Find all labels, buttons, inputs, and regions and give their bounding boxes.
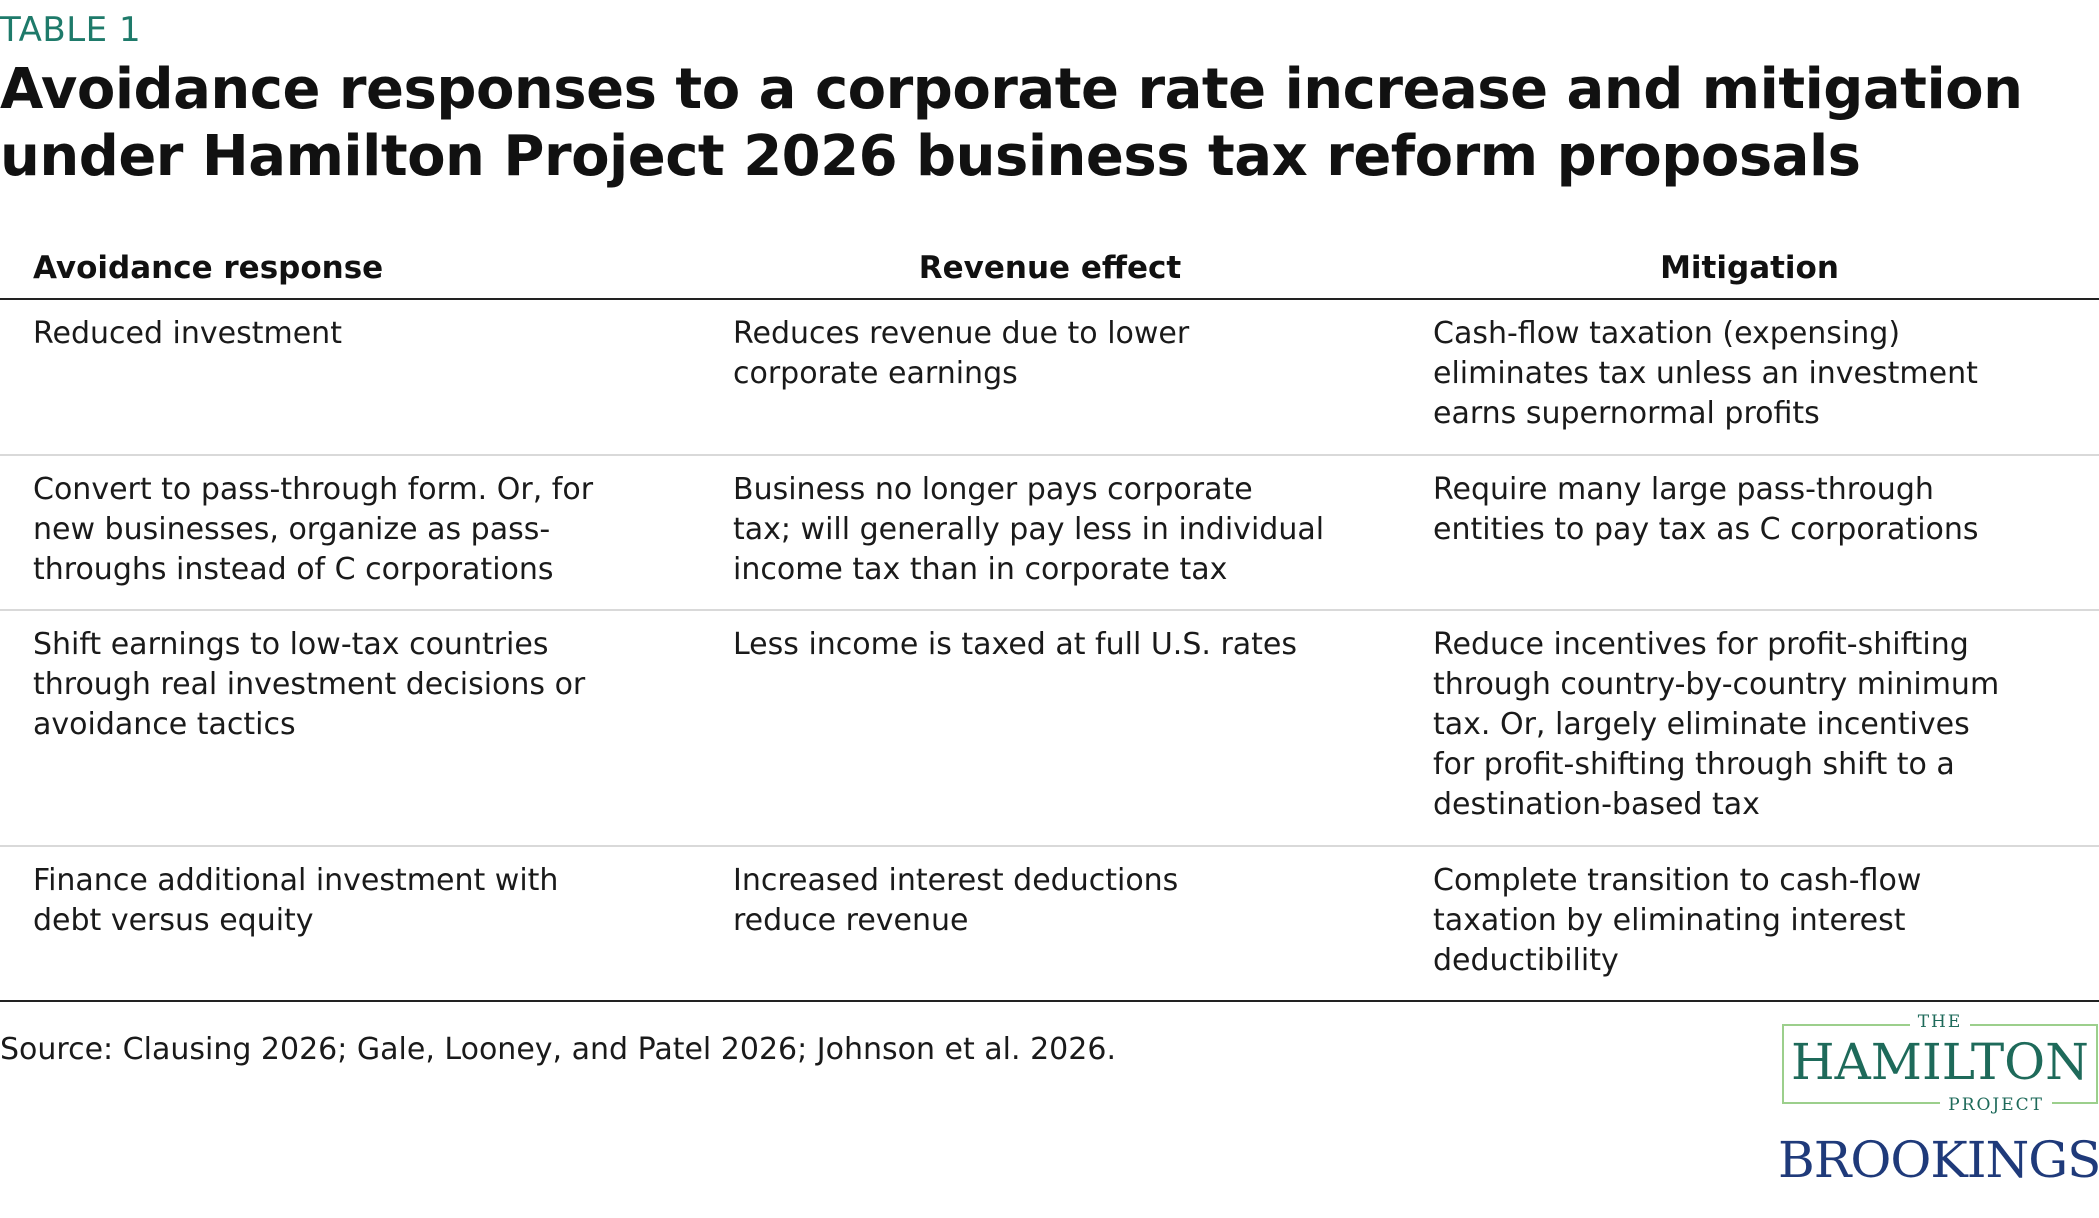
cell-avoidance-response: Reduced investment (33, 316, 342, 351)
page-title: Avoidance responses to a corporate rate … (0, 57, 2023, 189)
cell-avoidance-response: Finance additional investment with debt … (33, 863, 559, 938)
cell-mitigation: Reduce incentives for profit-shifting th… (1433, 627, 2000, 822)
cell-avoidance-response: Shift earnings to low-tax countries thro… (33, 627, 586, 742)
table-row: Convert to pass-through form. Or, for ne… (0, 456, 2099, 611)
logo-project: PROJECT (1784, 1095, 2096, 1115)
column-header-revenue-effect: Revenue effect (918, 250, 1182, 286)
table-row: Finance additional investment with debt … (0, 847, 2099, 1002)
cell-mitigation: Require many large pass-through entities… (1433, 472, 1979, 547)
logo-the: THE (1784, 1012, 2096, 1032)
cell-mitigation: Cash-flow taxation (expensing) eliminate… (1433, 316, 1978, 431)
hamilton-project-logo: THE HAMILTON PROJECT (1782, 1012, 2098, 1115)
cell-revenue-effect: Less income is taxed at full U.S. rates (733, 627, 1298, 662)
data-table: Avoidance response Revenue effect Mitiga… (0, 248, 2099, 1002)
cell-revenue-effect: Reduces revenue due to lower corporate e… (733, 316, 1190, 391)
brookings-logo: BROOKINGS (1778, 1131, 2099, 1189)
source-note: Source: Clausing 2026; Gale, Looney, and… (0, 1032, 1116, 1067)
column-header-avoidance-response: Avoidance response (33, 250, 384, 286)
table-row: Shift earnings to low-tax countries thro… (0, 611, 2099, 847)
cell-revenue-effect: Business no longer pays corporate tax; w… (733, 472, 1325, 587)
table-header: Avoidance response Revenue effect Mitiga… (0, 248, 2099, 300)
cell-avoidance-response: Convert to pass-through form. Or, for ne… (33, 472, 594, 587)
cell-mitigation: Complete transition to cash-flow taxatio… (1433, 863, 1922, 978)
logo-hamilton: HAMILTON (1791, 1033, 2089, 1091)
table-label: TABLE 1 (0, 10, 142, 50)
cell-revenue-effect: Increased interest deductions reduce rev… (733, 863, 1179, 938)
column-header-mitigation: Mitigation (1660, 250, 1839, 286)
table-row: Reduced investment Reduces revenue due t… (0, 300, 2099, 456)
